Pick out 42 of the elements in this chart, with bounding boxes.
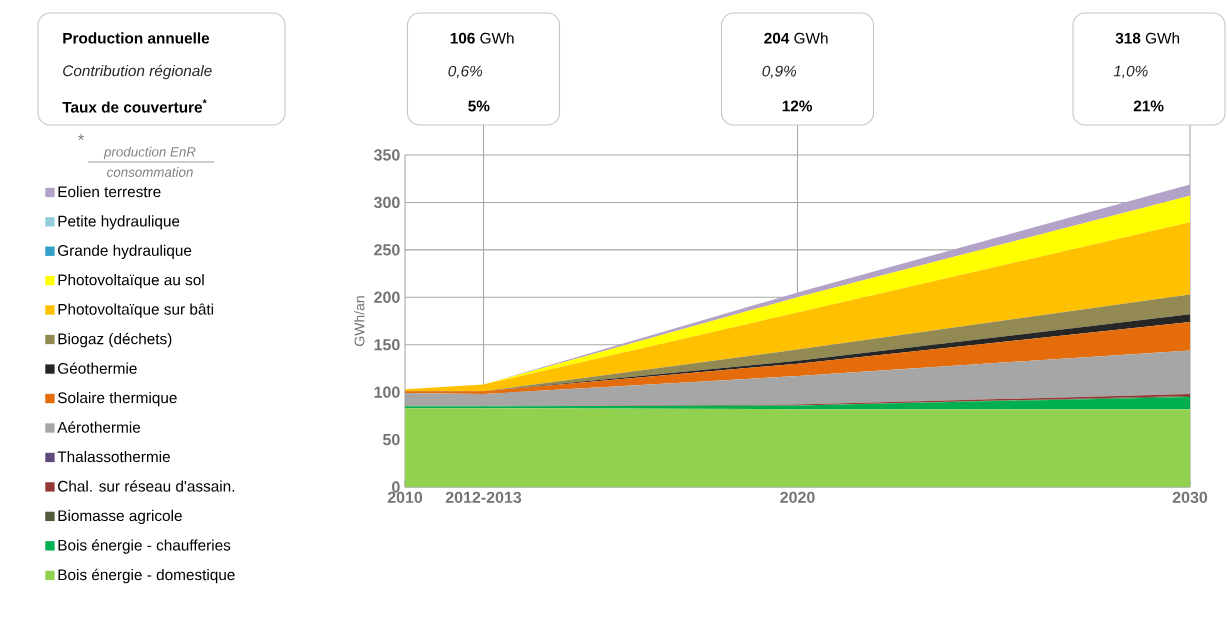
text: 204 GWh — [764, 32, 828, 44]
y-tick-label: 0 — [392, 481, 400, 493]
legend-label: Eolien terrestre — [58, 185, 161, 198]
legend-label: Photovoltaïque au sol — [58, 274, 204, 289]
text: Contribution régionale — [63, 64, 212, 80]
legend-label: Biogaz (déchets) — [58, 332, 172, 348]
y-tick-label: 250 — [374, 244, 400, 256]
text: 1,0% — [1113, 65, 1148, 79]
y-tick-label: 150 — [374, 339, 400, 351]
legend-label: Petite hydraulique — [58, 215, 180, 230]
legend-label: Thalassothermie — [57, 450, 170, 463]
text: * — [77, 134, 85, 141]
text: production EnR — [103, 146, 196, 160]
legend-label: Aérothermie — [57, 421, 141, 433]
x-tick-label: 2012-2013 — [445, 491, 522, 504]
text: Taux de couverture$^{*}$ — [62, 99, 207, 113]
legend-label: Géothermie — [58, 362, 137, 374]
text: 5% — [468, 100, 490, 112]
y-tick-label: 100 — [374, 386, 400, 398]
text: Production annuelle — [63, 32, 210, 44]
x-tick-label: 2010 — [387, 491, 423, 504]
text: 21% — [1133, 100, 1164, 112]
text: 106 GWh — [450, 32, 514, 44]
y-axis-title: GWh/an — [354, 296, 365, 346]
legend-label: Bois énergie - chaufferies — [58, 539, 231, 554]
legend-label: Solaire thermique — [57, 391, 177, 407]
x-tick-label: 2020 — [780, 491, 815, 504]
text: 318 GWh — [1115, 32, 1180, 44]
legend-label: Photovoltaïque sur bâti — [58, 303, 214, 318]
y-tick-label: 300 — [373, 196, 400, 209]
y-tick-label: 50 — [383, 433, 400, 446]
legend-label: Chal. sur réseau d'assain. — [58, 480, 235, 492]
text: 0,6% — [448, 65, 483, 79]
text: 0,9% — [762, 65, 797, 79]
y-tick-label: 200 — [374, 291, 400, 303]
text: 12% — [782, 100, 813, 112]
x-tick-label: 2030 — [1172, 491, 1208, 504]
legend-label: Bois énergie - domestique — [58, 568, 235, 584]
y-tick-label: 350 — [373, 149, 400, 161]
legend-label: Grande hydraulique — [58, 244, 192, 259]
legend-label: Biomasse agricole — [58, 509, 182, 525]
text: consommation — [107, 167, 193, 177]
